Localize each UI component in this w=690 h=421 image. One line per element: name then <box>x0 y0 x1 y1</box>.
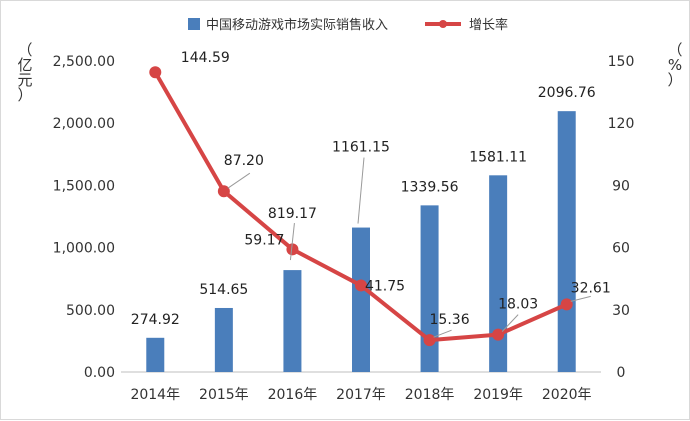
bar-data-label: 274.92 <box>131 312 180 328</box>
left-axis-title-close: ） <box>17 86 33 104</box>
x-axis-tick-label: 2018年 <box>405 387 455 403</box>
bar-data-label: 514.65 <box>199 282 248 298</box>
bar-data-label: 1161.15 <box>332 140 390 156</box>
bar <box>420 205 439 372</box>
x-axis-tick-label: 2016年 <box>268 387 318 403</box>
right-axis-title-close: ） <box>667 71 683 89</box>
growth-rate-point <box>492 328 505 341</box>
line-label-leader <box>501 314 519 332</box>
line-label-leader <box>433 329 452 338</box>
left-axis-tick-label: 0.00 <box>84 365 115 381</box>
legend-bar-label: 中国移动游戏市场实际销售收入 <box>206 17 388 33</box>
bar <box>489 175 508 372</box>
bar <box>146 337 165 372</box>
line-data-label: 87.20 <box>224 153 264 169</box>
line-data-label: 15.36 <box>430 312 470 328</box>
line-data-label: 32.61 <box>571 280 611 296</box>
left-axis-title-char-2: 元 <box>17 71 33 89</box>
bar-label-leader <box>357 157 365 224</box>
legend-bar-swatch <box>188 18 200 30</box>
right-axis-title: （ % ） <box>665 43 685 88</box>
legend-line-label: 增长率 <box>469 17 508 33</box>
growth-rate-point <box>217 185 230 198</box>
line-data-label: 59.17 <box>244 232 284 248</box>
right-axis-title-char-1: % <box>667 56 683 74</box>
x-axis-tick-label: 2020年 <box>542 387 592 403</box>
bar <box>214 307 233 372</box>
left-axis-tick-label: 2,000.00 <box>53 116 115 132</box>
bar-data-label: 2096.76 <box>538 85 596 101</box>
left-axis-tick-label: 2,500.00 <box>53 54 115 70</box>
x-axis-tick-label: 2017年 <box>336 387 386 403</box>
x-axis-tick-label: 2015年 <box>199 387 249 403</box>
bar <box>352 227 370 372</box>
growth-rate-point <box>149 66 162 79</box>
right-axis-tick-label: 0 <box>617 365 626 381</box>
line-data-label: 18.03 <box>498 297 538 313</box>
right-axis-title-open: （ <box>667 41 683 59</box>
left-axis-title-char-1: 亿 <box>17 56 33 74</box>
x-axis-tick-label: 2019年 <box>473 387 523 403</box>
right-axis-tick-label: 150 <box>608 54 635 70</box>
right-axis-tick-label: 90 <box>612 178 630 194</box>
bar-data-label: 1339.56 <box>401 179 459 195</box>
right-axis-tick-label: 120 <box>608 116 635 132</box>
line-data-label: 144.59 <box>181 50 230 66</box>
left-axis-title-open: （ <box>17 41 33 59</box>
bar-label-leader <box>289 223 295 261</box>
growth-rate-point <box>286 243 299 256</box>
growth-rate-point <box>560 298 573 311</box>
line-data-label: 41.75 <box>365 278 405 294</box>
left-axis-tick-label: 500.00 <box>66 303 115 319</box>
bar-data-label: 819.17 <box>268 206 317 222</box>
x-axis-tick-label: 2014年 <box>130 387 180 403</box>
line-label-leader <box>570 295 591 302</box>
growth-rate-point <box>423 334 436 347</box>
growth-rate-point <box>355 279 367 292</box>
left-axis-tick-label: 1,500.00 <box>53 178 115 194</box>
bar <box>557 111 576 372</box>
left-axis-title: （ 亿 元 ） <box>15 43 35 103</box>
bar <box>283 270 302 372</box>
right-axis-tick-label: 30 <box>612 303 630 319</box>
legend-line-marker <box>439 20 447 28</box>
bar-data-label: 1581.11 <box>469 149 527 165</box>
line-label-leader <box>227 172 251 189</box>
left-axis-tick-label: 1,000.00 <box>53 241 115 257</box>
right-axis-tick-label: 60 <box>612 241 630 257</box>
